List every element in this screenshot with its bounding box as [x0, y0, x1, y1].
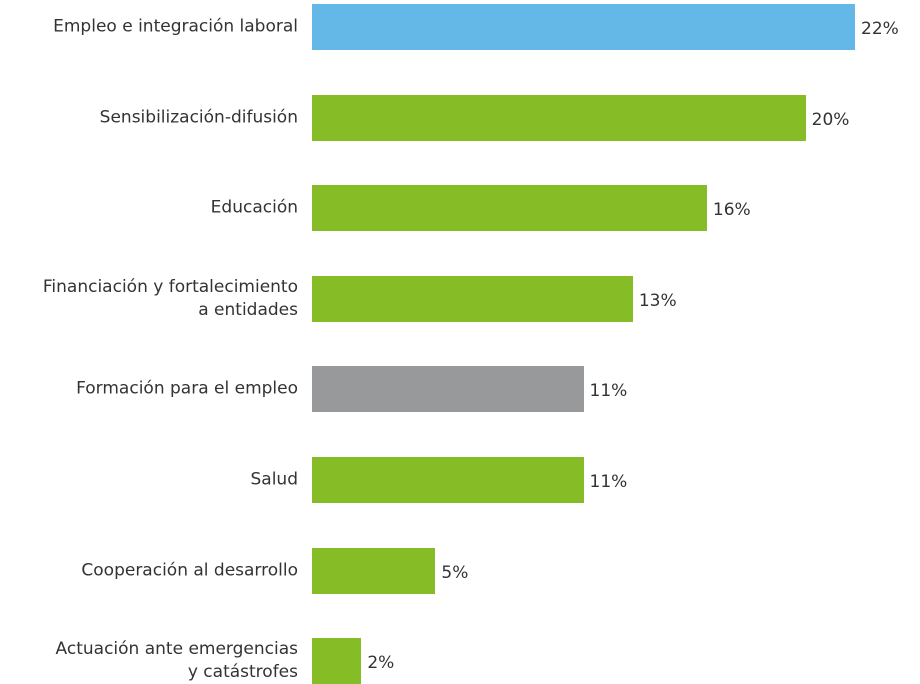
- bar: [312, 547, 436, 594]
- category-label: Actuación ante emergencias y catástrofes: [55, 639, 298, 683]
- category-label: Cooperación al desarrollo: [81, 560, 298, 581]
- bar: [312, 457, 584, 503]
- category-label: Salud: [250, 469, 299, 490]
- bar: [312, 94, 806, 141]
- category-label: Empleo e integración laboral: [53, 16, 298, 37]
- category-label: Educación: [210, 197, 298, 218]
- category-label: Financiación y fortalecimiento a entidad…: [42, 276, 298, 320]
- value-label: 11%: [589, 472, 628, 492]
- value-label: 22%: [861, 19, 899, 39]
- value-label: 11%: [589, 381, 628, 402]
- value-label: 5%: [441, 562, 469, 583]
- bar: [312, 638, 362, 684]
- value-label: 20%: [811, 109, 850, 130]
- bar: [312, 185, 707, 232]
- bar: [312, 366, 584, 413]
- bar: [312, 275, 633, 322]
- value-label: 2%: [367, 653, 395, 674]
- value-label: 16%: [712, 200, 751, 221]
- value-label: 13%: [638, 290, 677, 311]
- category-label: Formación para el empleo: [76, 378, 298, 399]
- bar: [312, 4, 855, 50]
- category-label: Sensibilización-difusión: [99, 107, 298, 128]
